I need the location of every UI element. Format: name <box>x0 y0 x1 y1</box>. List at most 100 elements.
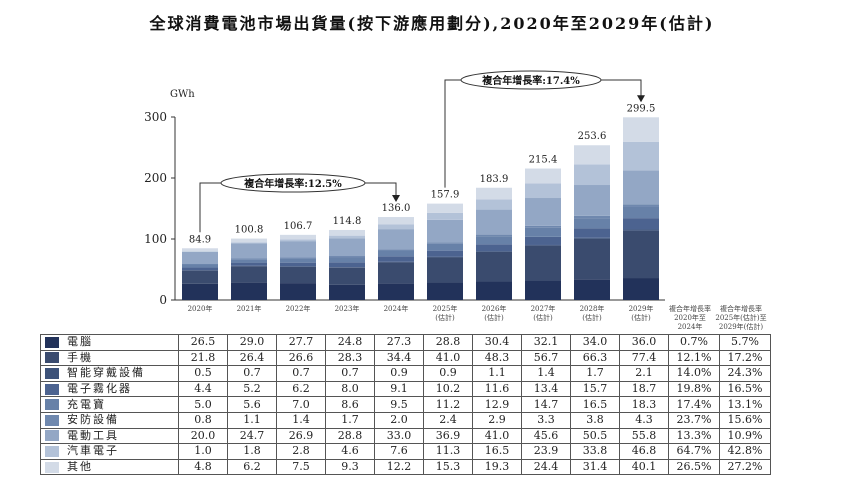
table-cell: 27.7 <box>276 334 326 351</box>
table-cell: 0.7 <box>227 365 277 382</box>
x-tick-label: (估計) <box>533 313 553 322</box>
bar-segment <box>329 235 365 239</box>
legend-label: 智能穿戴設備 <box>67 366 145 380</box>
bar-segment <box>231 242 267 244</box>
bar-segment <box>525 244 561 246</box>
table-cell: 28.8 <box>423 334 473 351</box>
table-cell: 9.1 <box>374 380 424 398</box>
table-cell: 7.6 <box>374 443 424 460</box>
total-label: 253.6 <box>578 131 607 142</box>
table-cell: 46.8 <box>619 443 669 460</box>
table-cell: 8.0 <box>325 380 375 398</box>
bar-segment <box>623 170 659 205</box>
legend-swatch <box>45 383 59 395</box>
legend-swatch <box>45 461 59 473</box>
cagr-cell: 10.9% <box>719 427 771 445</box>
bar-segment <box>378 229 414 250</box>
table-cell: 23.9 <box>521 443 571 460</box>
table-cell: 3.8 <box>570 411 620 429</box>
cagr-cell: 15.6% <box>719 411 771 429</box>
table-cell: 32.1 <box>521 334 571 351</box>
bar-segment <box>476 236 512 245</box>
total-label: 157.9 <box>431 190 460 201</box>
table-row: 汽車電子 1.0 1.8 2.8 4.6 7.6 11.3 16.5 23.9 33.8 46.8 6… <box>40 443 771 460</box>
table-cell: 0.7 <box>325 365 375 382</box>
table-cell: 34.0 <box>570 334 620 351</box>
legend-label: 其他 <box>67 460 93 474</box>
table-cell: 48.3 <box>472 349 522 367</box>
bar-segment <box>182 270 218 284</box>
bar-segment <box>280 234 316 240</box>
bar-segment <box>182 283 218 300</box>
bar-segment <box>623 117 659 142</box>
table-cell: 10.2 <box>423 380 473 398</box>
cagr-cell: 12.1% <box>668 349 720 367</box>
cagr-header: 複合年增長率 <box>720 304 762 313</box>
x-tick-label: 2026年 <box>482 304 507 313</box>
bar-segment <box>623 204 659 207</box>
bar-segment <box>231 282 267 300</box>
table-row: 其他 4.8 6.2 7.5 9.3 12.2 15.3 19.3 24.4 31.4 40.1 26… <box>40 458 771 476</box>
table-cell: 7.0 <box>276 396 326 413</box>
chart-title: 全球消費電池市場出貨量(按下游應用劃分),2020年至2029年(估計) <box>149 14 715 33</box>
table-row: 智能穿戴設備 0.5 0.7 0.7 0.7 0.9 0.9 1.1 1.4 1.7 2.1 14.0… <box>40 365 771 382</box>
table-cell: 1.1 <box>472 365 522 382</box>
table-cell: 24.4 <box>521 458 571 476</box>
table-cell: 12.9 <box>472 396 522 413</box>
bar-segment <box>623 229 659 231</box>
bar-segment <box>574 215 610 219</box>
cagr-header: 2020年至 <box>674 313 706 322</box>
bar-segment <box>427 243 463 251</box>
table-cell: 5.6 <box>227 396 277 413</box>
table-cell: 0.5 <box>178 365 228 382</box>
table-cell: 8.6 <box>325 396 375 413</box>
bar-segment <box>182 251 218 265</box>
table-cell: 26.4 <box>227 349 277 367</box>
table-cell: 1.8 <box>227 443 277 460</box>
table-cell: 20.0 <box>178 427 228 445</box>
bar-segment <box>329 238 365 257</box>
bar-segment <box>280 262 316 267</box>
table-cell: 31.4 <box>570 458 620 476</box>
cagr-header: 2024年 <box>678 322 703 331</box>
y-axis-label: GWh <box>170 89 195 100</box>
table-cell: 2.0 <box>374 411 424 429</box>
arrow-down-icon <box>637 95 645 103</box>
legend-swatch <box>45 414 59 426</box>
bar-segment <box>476 244 512 252</box>
bar-segment <box>623 278 659 300</box>
table-cell: 1.7 <box>570 365 620 382</box>
table-cell: 1.0 <box>178 443 228 460</box>
table-cell: 30.4 <box>472 334 522 351</box>
table-cell: 2.4 <box>423 411 473 429</box>
cagr-cell: 13.3% <box>668 427 720 445</box>
bar-segment <box>574 228 610 238</box>
table-cell: 1.1 <box>227 411 277 429</box>
y-tick-label: 100 <box>144 232 167 246</box>
table-cell: 11.3 <box>423 443 473 460</box>
bar-segment <box>525 168 561 184</box>
bar-segment <box>427 203 463 213</box>
bar-segment <box>574 185 610 216</box>
arrow-down-icon <box>392 195 400 203</box>
table-cell: 6.2 <box>276 380 326 398</box>
row-label: 電子霧化器 <box>40 380 179 398</box>
bar-segment <box>623 141 659 171</box>
bar-segment <box>525 225 561 228</box>
row-label: 智能穿戴設備 <box>40 365 179 382</box>
table-cell: 55.8 <box>619 427 669 445</box>
bar-segment <box>231 238 267 243</box>
bar-segment <box>329 229 365 236</box>
table-cell: 56.7 <box>521 349 571 367</box>
bar-segment <box>574 237 610 239</box>
table-cell: 6.2 <box>227 458 277 476</box>
cagr-annotation: 複合年增長率:17.4% <box>481 74 580 87</box>
bar-segment <box>427 242 463 244</box>
bar-segment <box>427 250 463 257</box>
cagr-cell: 26.5% <box>668 458 720 476</box>
bar-segment <box>329 284 365 300</box>
legend-label: 電動工具 <box>67 428 119 442</box>
row-label: 電腦 <box>40 334 179 351</box>
x-tick-label: 2022年 <box>286 304 311 313</box>
